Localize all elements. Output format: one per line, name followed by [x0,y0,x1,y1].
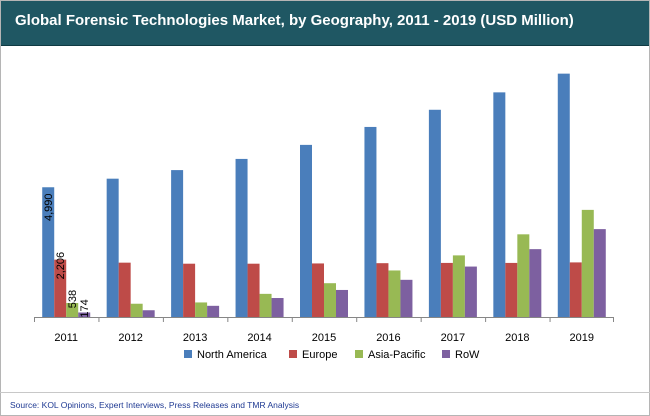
data-label-europe: 2,206 [55,252,67,280]
x-tick-label: 2017 [441,332,465,344]
legend-label-row: RoW [455,349,480,361]
legend-swatch-row [442,350,450,358]
bar-row-2015 [336,289,348,317]
bar-row-2013 [207,305,220,317]
bar-asia-pacific-2016 [388,270,401,317]
bar-north-america-2018 [493,92,506,317]
bar-asia-pacific-2017 [452,255,465,317]
bar-europe-2019 [569,262,582,317]
bar-row-2017 [464,266,477,317]
bar-europe-2012 [118,262,131,317]
bar-asia-pacific-2012 [130,303,143,317]
bar-row-2016 [400,279,413,317]
bar-row-2019 [593,229,606,317]
x-tick-label: 2019 [570,332,594,344]
legend-label-europe: Europe [302,349,337,361]
bar-europe-2011 [54,259,67,317]
bar-asia-pacific-2013 [195,302,208,317]
bar-row-2011 [78,312,91,317]
data-label-row: 174 [79,299,91,317]
bar-row-2012 [142,310,155,317]
bar-north-america-2012 [106,178,119,317]
bar-asia-pacific-2019 [581,209,594,317]
legend-label-north-america: North America [197,349,268,361]
bar-north-america-2016 [364,126,377,317]
bar-north-america-2011 [42,187,55,317]
bar-europe-2013 [183,263,196,317]
bar-north-america-2017 [428,109,441,317]
bar-asia-pacific-2011 [66,303,79,317]
x-tick-label: 2012 [118,332,142,344]
bar-row-2018 [529,249,542,317]
bar-asia-pacific-2014 [259,293,272,317]
bar-europe-2014 [247,263,260,317]
legend-label-asia-pacific: Asia-Pacific [368,349,426,361]
x-tick-label: 2016 [376,332,400,344]
x-tick-label: 2013 [183,332,207,344]
bar-europe-2015 [312,263,324,317]
bar-europe-2016 [376,263,389,317]
title-bar: Global Forensic Technologies Market, by … [1,1,649,46]
x-tick-label: 2015 [312,332,336,344]
data-label-north-america: 4,990 [43,193,55,221]
legend-swatch-north-america [184,350,192,358]
legend-swatch-europe [289,350,297,358]
bar-north-america-2019 [557,73,570,317]
bar-asia-pacific-2018 [517,234,530,317]
bar-asia-pacific-2015 [324,283,336,317]
data-label-asia-pacific: 538 [67,290,79,308]
chart-title: Global Forensic Technologies Market, by … [15,12,574,29]
source-note: Source: KOL Opinions, Expert Interviews,… [10,400,300,410]
bar-north-america-2013 [171,170,184,317]
legend-swatch-asia-pacific [355,350,363,358]
x-tick-label: 2011 [54,332,78,344]
bar-north-america-2014 [235,158,248,317]
bar-row-2014 [271,298,284,317]
bar-north-america-2015 [300,144,312,317]
bar-europe-2017 [440,262,453,317]
bar-europe-2018 [505,262,518,317]
x-tick-label: 2014 [247,332,271,344]
x-tick-label: 2018 [505,332,529,344]
